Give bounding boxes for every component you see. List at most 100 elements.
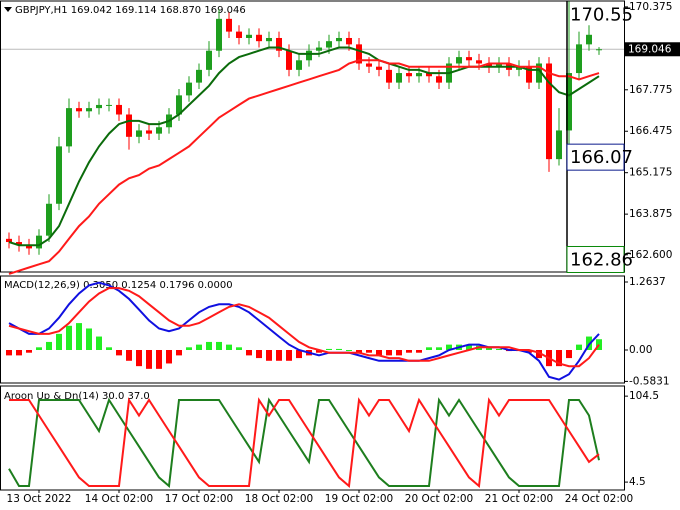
histogram-bar [246, 350, 252, 356]
candle-body [566, 73, 572, 131]
candle-body [306, 50, 312, 61]
candle-body [396, 73, 402, 83]
histogram-bar [366, 350, 372, 353]
candle-body [66, 108, 72, 147]
histogram-bar [396, 350, 402, 356]
histogram-bar [86, 328, 92, 351]
candle-body [376, 66, 382, 70]
y-tick-label: 0.00 [629, 344, 652, 356]
candle-body [136, 130, 142, 137]
histogram-bar [176, 350, 182, 356]
x-tick-label: 17 Oct 02:00 [165, 493, 233, 505]
marker-box [566, 143, 625, 171]
marker-label: 162.86 [570, 249, 633, 270]
histogram-bar [356, 350, 362, 353]
candle-body [336, 37, 342, 42]
x-tick-label: 18 Oct 02:00 [245, 493, 313, 505]
histogram-bar [296, 350, 302, 359]
histogram-bar [286, 350, 292, 361]
histogram-bar [46, 341, 52, 351]
x-tick-label: 20 Oct 02:00 [405, 493, 473, 505]
current-price-box [624, 42, 680, 57]
candle-body [76, 108, 82, 112]
candle-body [496, 63, 502, 67]
histogram-bar [436, 347, 442, 351]
symbol-menu-arrow [4, 7, 12, 12]
candle-body [456, 57, 462, 64]
y-tick-label: 165.175 [629, 167, 672, 179]
candle-body [246, 34, 252, 38]
histogram-bar [236, 347, 242, 351]
histogram-bar [406, 350, 412, 353]
candle-body [416, 73, 422, 77]
histogram-bar [256, 350, 262, 359]
candle-body [26, 245, 32, 249]
candle-body [36, 235, 42, 249]
histogram-bar [276, 350, 282, 361]
histogram-bar [76, 323, 82, 351]
histogram-bar [566, 350, 572, 359]
candle-body [316, 47, 322, 51]
histogram-bar [196, 344, 202, 351]
y-tick-label: 162.600 [629, 249, 672, 261]
candle-body [296, 60, 302, 70]
histogram-bar [466, 344, 472, 351]
candle-body [186, 82, 192, 96]
y-tick-label: 1.2637 [629, 276, 666, 288]
candle-body [426, 73, 432, 77]
indicator-line [8, 397, 600, 488]
candle-body [356, 44, 362, 64]
candle-body [206, 50, 212, 70]
histogram-bar [316, 350, 322, 353]
histogram-bar [226, 344, 232, 351]
chart-title: GBPJPY,H1 169.042 169.114 168.870 169.04… [15, 5, 246, 16]
histogram-bar [96, 336, 102, 351]
candle-body [436, 76, 442, 83]
candle-body [516, 66, 522, 70]
panel-frame [0, 0, 625, 273]
histogram-bar [526, 350, 532, 353]
histogram-bar [386, 350, 392, 356]
y-tick-label: 170.375 [629, 1, 672, 13]
histogram-bar [116, 350, 122, 356]
panel-frame [0, 385, 625, 491]
candle-body [106, 104, 112, 106]
indicator-line [8, 46, 600, 247]
candle-body [216, 18, 222, 51]
histogram-bar [66, 325, 72, 351]
candle-body [556, 130, 562, 160]
y-tick-label: -0.5831 [629, 375, 670, 387]
histogram-bar [146, 350, 152, 369]
candle-body [156, 127, 162, 134]
candle-body [56, 146, 62, 204]
histogram-bar [326, 348, 332, 351]
candle-body [276, 37, 282, 51]
y-tick-label: 104.5 [629, 390, 659, 402]
y-tick-label: 166.475 [629, 125, 672, 137]
histogram-bar [576, 344, 582, 351]
x-tick-label: 14 Oct 02:00 [85, 493, 153, 505]
y-tick-label: 4.5 [629, 476, 646, 488]
candle-body [96, 104, 102, 109]
y-tick-label: 163.875 [629, 208, 672, 220]
histogram-bar [336, 348, 342, 351]
histogram-bar [346, 350, 352, 352]
histogram-bar [206, 341, 212, 351]
marker-label: 170.55 [570, 4, 633, 25]
y-tick-label: 167.775 [629, 84, 672, 96]
histogram-bar [56, 333, 62, 351]
candle-body [236, 31, 242, 38]
candle-body [466, 57, 472, 61]
candle-body [526, 66, 532, 83]
histogram-bar [126, 350, 132, 361]
histogram-bar [26, 350, 32, 353]
candle-body [46, 203, 52, 236]
candle-body [476, 60, 482, 64]
histogram-bar [446, 344, 452, 351]
marker-box [566, 245, 625, 273]
histogram-bar [496, 348, 502, 351]
candle-body [346, 37, 352, 45]
candle-body [386, 69, 392, 83]
x-tick-label: 13 Oct 2022 [7, 493, 72, 505]
histogram-bar [416, 350, 422, 353]
